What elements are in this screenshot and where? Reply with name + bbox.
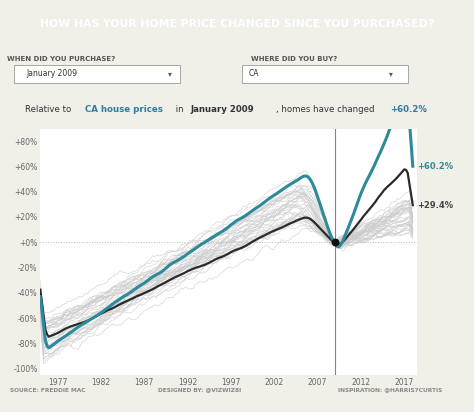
Text: Relative to: Relative to (25, 105, 74, 114)
Text: WHEN DID YOU PURCHASE?: WHEN DID YOU PURCHASE? (8, 56, 116, 62)
Text: CA: CA (249, 69, 259, 78)
Text: WHERE DID YOU BUY?: WHERE DID YOU BUY? (251, 56, 337, 62)
Text: DESIGNED BY: @VIZWIZ8I: DESIGNED BY: @VIZWIZ8I (158, 388, 242, 393)
Text: HOW HAS YOUR HOME PRICE CHANGED SINCE YOU PURCHASED?: HOW HAS YOUR HOME PRICE CHANGED SINCE YO… (40, 19, 434, 29)
Text: in: in (173, 105, 186, 114)
Text: +29.4%: +29.4% (417, 201, 453, 210)
Text: SOURCE: FREDDIE MAC: SOURCE: FREDDIE MAC (10, 388, 85, 393)
Text: ▾: ▾ (168, 69, 172, 78)
Text: INSPIRATION: @HARRIS7CURTIS: INSPIRATION: @HARRIS7CURTIS (338, 388, 442, 393)
Text: CA house prices: CA house prices (85, 105, 163, 114)
Text: ▾: ▾ (389, 69, 392, 78)
Text: January 2009: January 2009 (26, 69, 77, 78)
Text: .: . (423, 105, 426, 114)
Text: , homes have changed: , homes have changed (276, 105, 377, 114)
FancyBboxPatch shape (14, 65, 180, 83)
FancyBboxPatch shape (242, 65, 408, 83)
Text: +60.2%: +60.2% (417, 162, 453, 171)
Point (331, 239, 338, 246)
Text: +60.2%: +60.2% (390, 105, 427, 114)
Text: January 2009: January 2009 (191, 105, 255, 114)
